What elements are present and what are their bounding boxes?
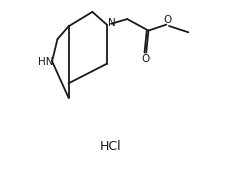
Text: O: O (141, 54, 149, 64)
Text: O: O (162, 15, 170, 24)
Text: N: N (107, 18, 115, 28)
Text: HN: HN (38, 57, 53, 67)
Text: HCl: HCl (99, 140, 120, 153)
